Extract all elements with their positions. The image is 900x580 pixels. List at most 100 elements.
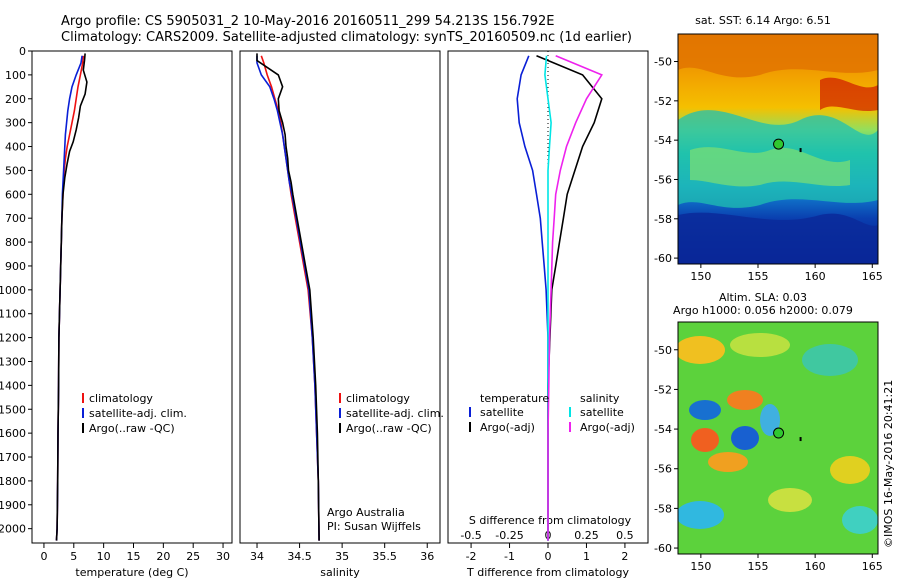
legend-title-salinity: salinity (580, 392, 620, 405)
panel-difference: -2 -1 0 1 2 T difference from climatology -0.5… (460, 51, 635, 579)
argo-track-dot (799, 148, 802, 153)
argo-position-marker (773, 138, 785, 150)
series-line-satellite-adj--clim- (256, 55, 320, 541)
map-y-tick-label: -60 (654, 252, 672, 265)
x-tick-label: 15 (126, 550, 140, 563)
x-tick-label: -1 (504, 550, 515, 563)
x-tick-label: 34.5 (287, 550, 312, 563)
sla-map-axes: 150 155 160 165 -50 -52 -54 -56 -58 -60 Altim. SLA… (654, 291, 883, 573)
depth-tick-label: 1000 (0, 284, 26, 297)
sla-map-frame (677, 321, 879, 555)
legend-entry: satellite (480, 406, 524, 419)
s-tick-label: 0.5 (616, 529, 634, 542)
legend-entry: satellite (580, 406, 624, 419)
map-x-tick-label: 155 (748, 560, 769, 573)
series-line-argo---raw--qc- (256, 53, 320, 541)
map-y-tick-label: -58 (654, 213, 672, 226)
chart-title-line2: Climatology: CARS2009. Satellite-adjuste… (61, 30, 632, 45)
x-axis-label: temperature (deg C) (75, 566, 188, 579)
watermark: ©IMOS 16-May-2016 20:41:21 (882, 380, 895, 548)
depth-tick-label: 1700 (0, 451, 26, 464)
depth-tick-label: 700 (5, 212, 26, 225)
x-tick-label: 2 (621, 550, 628, 563)
x-tick-label: 1 (583, 550, 590, 563)
depth-tick-label: 200 (5, 93, 26, 106)
s-tick-label: -0.25 (495, 529, 523, 542)
depth-tick-label: 1800 (0, 475, 26, 488)
x-axis-label: salinity (320, 566, 360, 579)
map-y-tick-label: -60 (654, 542, 672, 555)
x-tick-label: 30 (216, 550, 230, 563)
map-x-tick-label: 150 (690, 560, 711, 573)
map-y-tick-label: -56 (654, 463, 672, 476)
x-tick-label: 20 (156, 550, 170, 563)
x-axis-label: T difference from climatology (466, 566, 629, 579)
x-tick-label: 0 (40, 550, 47, 563)
series-line-satellite (516, 55, 549, 541)
legend-title-temperature: temperature (480, 392, 549, 405)
map-x-tick-label: 155 (748, 270, 769, 283)
argo-position-marker (773, 427, 785, 439)
depth-tick-label: 1400 (0, 379, 26, 392)
panel-salinity: 34 34.5 35 35.5 36 salinity climatology satelli… (250, 53, 444, 579)
map-title: Argo h1000: 0.056 h2000: 0.079 (673, 304, 853, 317)
series-line-argo--adj- (547, 55, 603, 541)
map-x-tick-label: 160 (805, 270, 826, 283)
legend-entry: climatology (346, 392, 410, 405)
map-y-tick-label: -52 (654, 383, 672, 396)
sst-map-frame (677, 33, 879, 265)
map-y-tick-label: -50 (654, 56, 672, 69)
map-title: sat. SST: 6.14 Argo: 6.51 (695, 14, 831, 27)
map-y-tick-label: -54 (654, 423, 672, 436)
depth-tick-label: 100 (5, 69, 26, 82)
map-x-tick-label: 160 (805, 560, 826, 573)
map-title: Altim. SLA: 0.03 (719, 291, 807, 304)
depth-tick-label: 1500 (0, 403, 26, 416)
argo-track-dot (799, 437, 802, 442)
sst-map (678, 34, 878, 264)
series-line-satellite (544, 55, 552, 541)
depth-tick-label: 1600 (0, 427, 26, 440)
depth-tick-label: 600 (5, 188, 26, 201)
depth-tick-label: 500 (5, 164, 26, 177)
legend-entry: climatology (89, 392, 153, 405)
sla-map (678, 322, 878, 554)
depth-tick-label: 300 (5, 117, 26, 130)
legend-entry: Argo(-adj) (480, 421, 535, 434)
sst-map-axes: 150 155 160 165 -50 -52 -54 -56 -58 -60 sat. SST: … (654, 14, 883, 283)
depth-tick-label: 400 (5, 141, 26, 154)
x-tick-label: 0 (545, 550, 552, 563)
x-tick-label: 25 (186, 550, 200, 563)
x-tick-label: 36 (420, 550, 434, 563)
depth-axis: 0 100 200 300 400 500 600 700 800 900 1000 1100 1200… (0, 45, 32, 536)
map-y-tick-label: -52 (654, 95, 672, 108)
s-tick-label: -0.5 (460, 529, 481, 542)
depth-tick-label: 1900 (0, 499, 26, 512)
legend-entry: Argo(..raw -QC) (89, 422, 175, 435)
x-tick-label: 10 (97, 550, 111, 563)
x-tick-label: 35.5 (372, 550, 397, 563)
legend-entry: satellite-adj. clim. (346, 407, 444, 420)
map-x-tick-label: 165 (862, 270, 883, 283)
depth-tick-label: 0 (19, 45, 26, 58)
x-tick-label: 5 (70, 550, 77, 563)
credit-pi: PI: Susan Wijffels (327, 520, 421, 533)
series-line-argo---raw--qc- (55, 53, 88, 541)
s-tick-label: 0.25 (574, 529, 599, 542)
temperature-panel (31, 50, 233, 544)
map-y-tick-label: -50 (654, 344, 672, 357)
map-y-tick-label: -54 (654, 134, 672, 147)
depth-tick-label: 1200 (0, 332, 26, 345)
salinity-panel (239, 50, 441, 544)
depth-tick-label: 1100 (0, 308, 26, 321)
depth-tick-label: 2000 (0, 523, 26, 536)
credit-org: Argo Australia (327, 506, 405, 519)
map-y-tick-label: -58 (654, 502, 672, 515)
panel-temperature: 0 5 10 15 20 25 30 temperature (deg C) climatolo… (40, 53, 230, 579)
x-tick-label: -2 (466, 550, 477, 563)
depth-tick-label: 900 (5, 260, 26, 273)
chart-title-line1: Argo profile: CS 5905031_2 10-May-2016 2… (61, 14, 555, 29)
map-x-tick-label: 150 (690, 270, 711, 283)
legend-entry: satellite-adj. clim. (89, 407, 187, 420)
x-tick-label: 35 (335, 550, 349, 563)
